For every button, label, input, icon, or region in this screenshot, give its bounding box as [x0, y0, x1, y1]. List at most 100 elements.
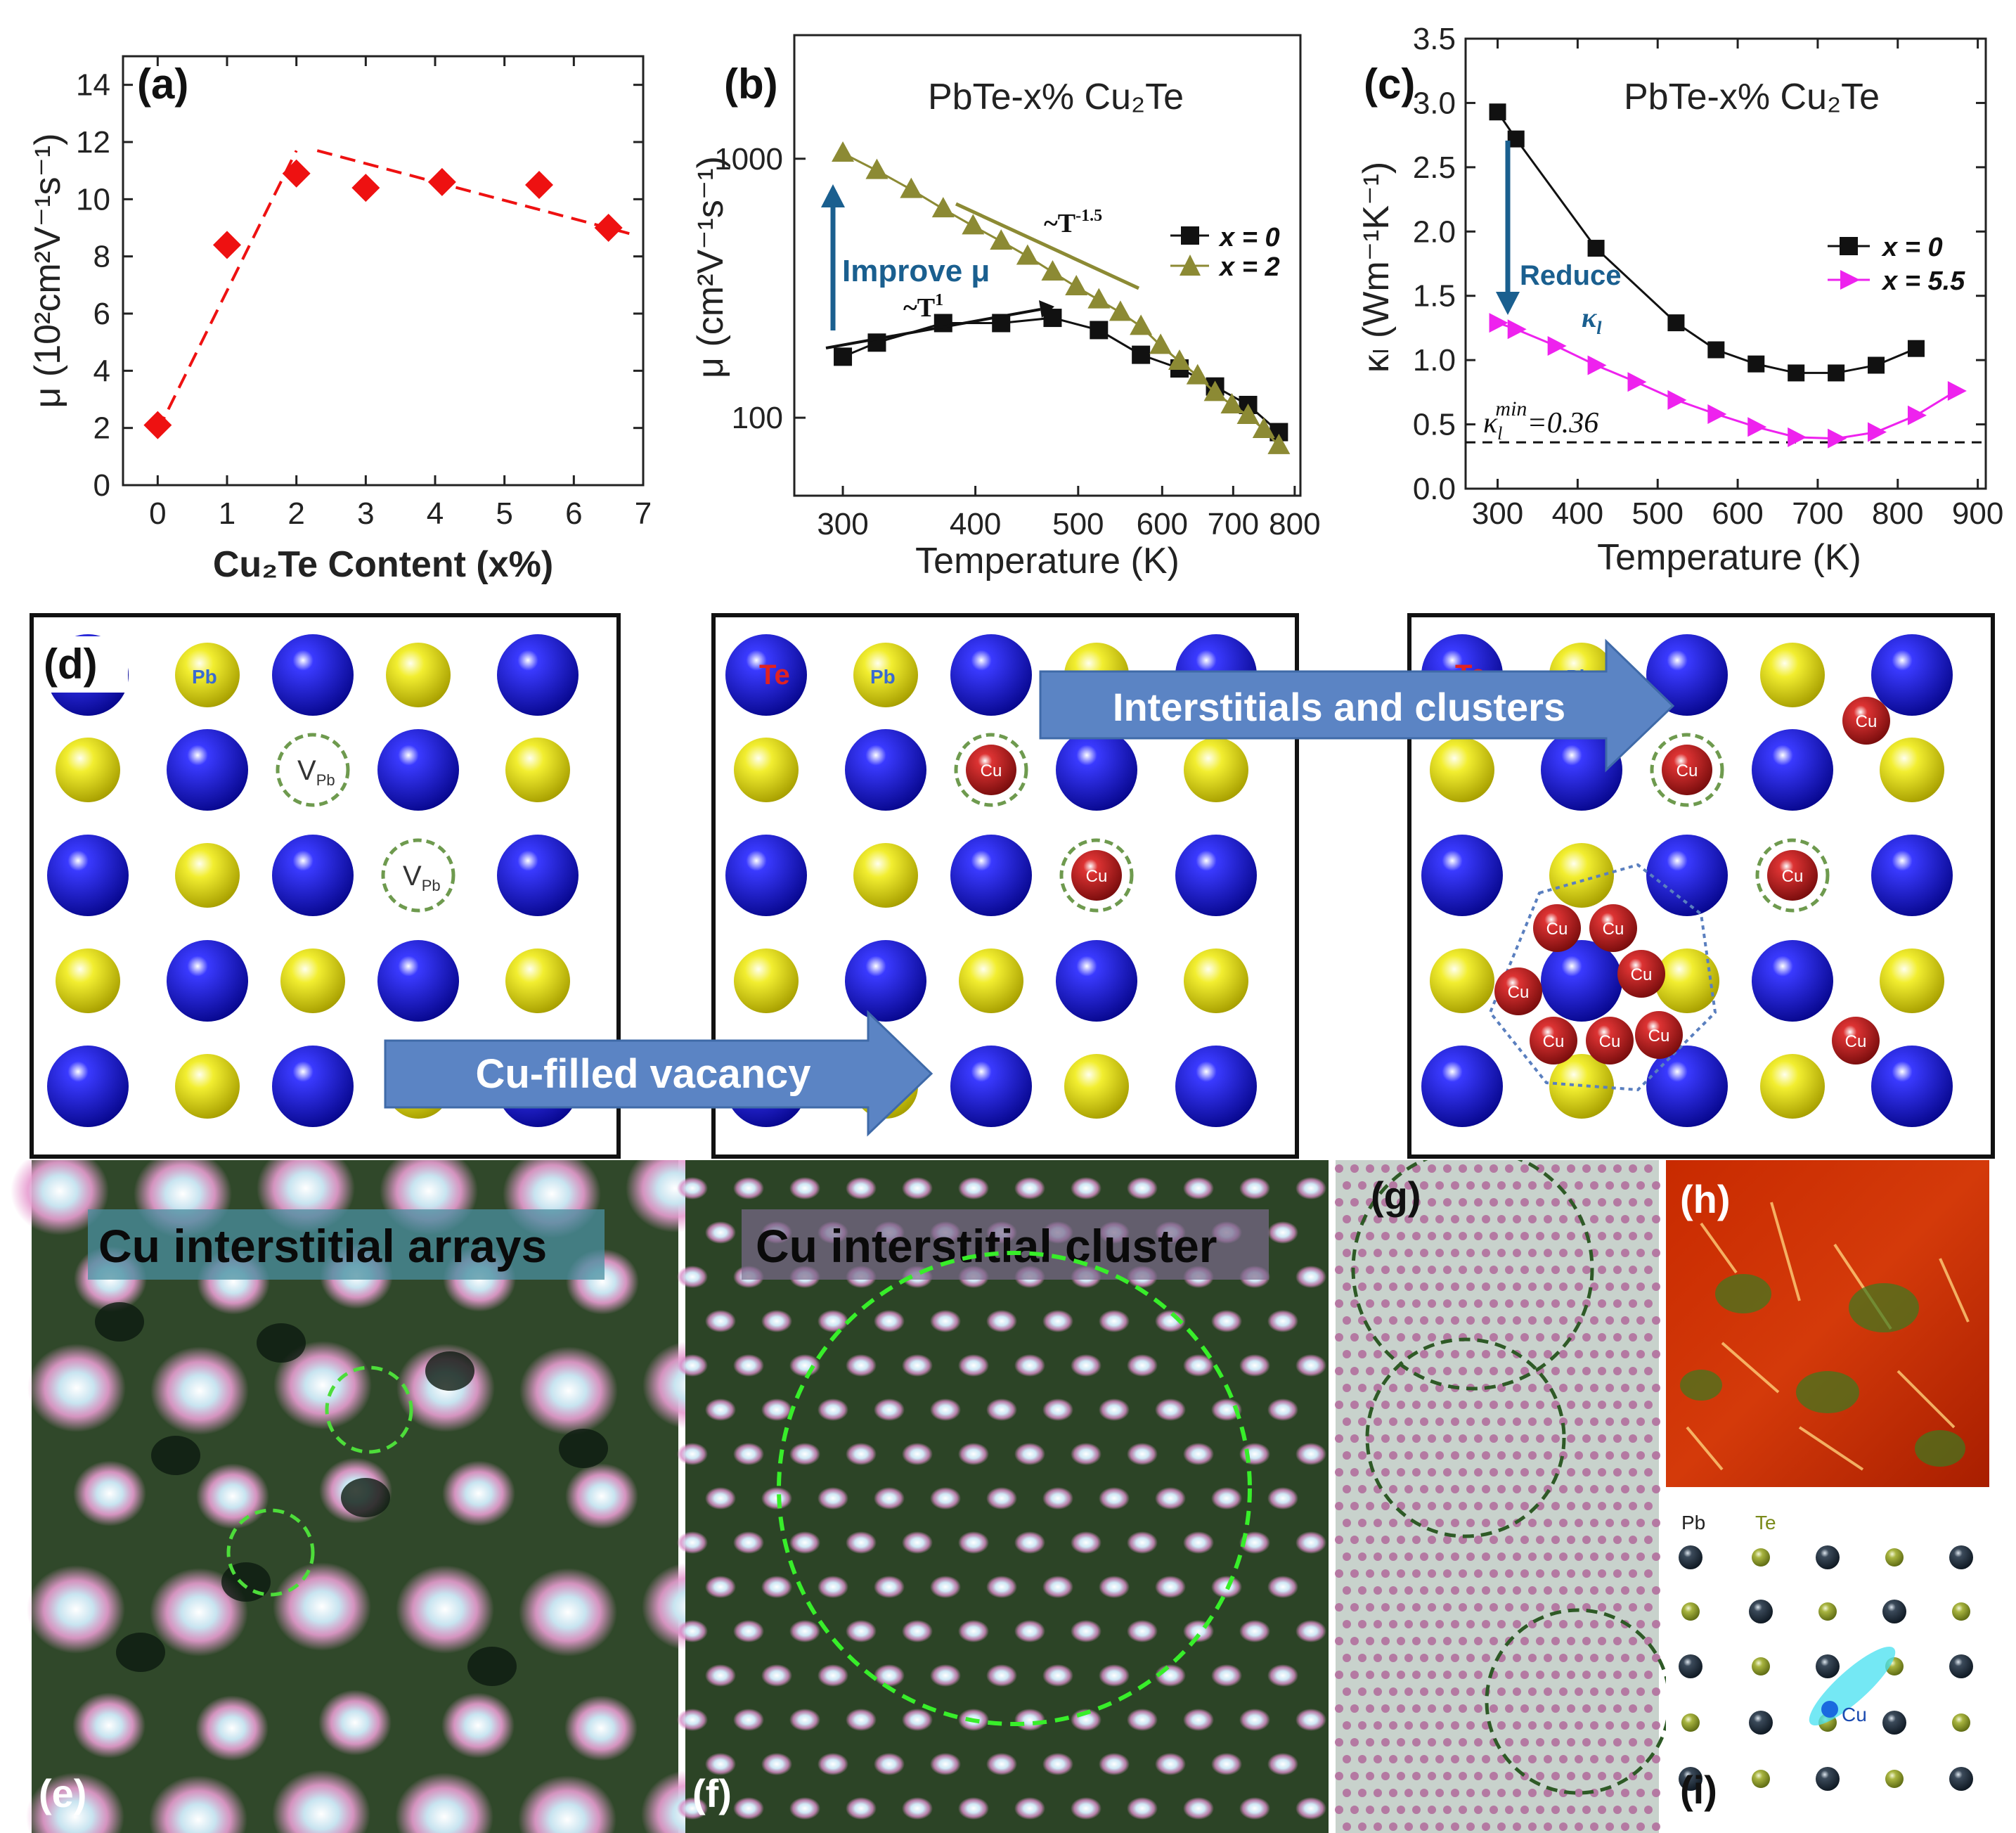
atom-column: [1536, 1164, 1544, 1173]
pb-atom: [505, 948, 570, 1013]
atom-column: [902, 1797, 933, 1820]
atom-column: [1644, 1164, 1653, 1173]
atom-column: [1466, 1687, 1475, 1696]
atom-column: [1644, 1502, 1653, 1510]
atom-column: [1528, 1654, 1537, 1662]
atom-column: [1613, 1232, 1622, 1240]
atom-column: [1528, 1789, 1537, 1797]
atom-column: [1598, 1502, 1606, 1510]
pb-atom: [386, 643, 451, 707]
atom-column: [677, 1709, 708, 1731]
x-tick-label: 800: [1872, 496, 1923, 531]
y-tick-label: 12: [76, 125, 110, 160]
data-point: [1587, 355, 1607, 375]
atom-column: [1358, 1384, 1366, 1392]
atom-column: [1127, 1709, 1158, 1731]
atom-column: [1559, 1417, 1568, 1426]
atom-column: [705, 1753, 736, 1775]
atom-column: [1652, 1417, 1660, 1426]
atom-column: [1381, 1502, 1390, 1510]
x-axis-title: Temperature (K): [1597, 537, 1861, 578]
atom-column: [1544, 1586, 1552, 1595]
atom-column: [1420, 1181, 1428, 1190]
atom-column: [1490, 1198, 1498, 1207]
atom-column: [1652, 1687, 1660, 1696]
atom-column: [1295, 1709, 1326, 1731]
atom-column: [1412, 1569, 1421, 1578]
atom-column: [1239, 1620, 1270, 1642]
atom-column: [1551, 1637, 1560, 1645]
atom-column: [1358, 1249, 1366, 1257]
green-domain: [1796, 1371, 1859, 1413]
atom-column: [1598, 1198, 1606, 1207]
atom-column: [1490, 1502, 1498, 1510]
atom-column: [1497, 1620, 1506, 1628]
te-atom: [1871, 1046, 1953, 1127]
x-tick-label: 300: [1472, 496, 1523, 531]
atom-column: [1575, 1620, 1583, 1628]
atom-column: [1350, 1772, 1359, 1780]
atom-column: [1474, 1772, 1482, 1780]
atom-column: [1605, 1350, 1614, 1358]
atom-column: [1014, 1354, 1045, 1377]
atom-column: [1343, 1282, 1351, 1291]
atom-column: [1428, 1333, 1436, 1342]
atom-column: [1404, 1822, 1413, 1831]
data-point: [1149, 333, 1172, 354]
pb-atom: [1816, 1767, 1840, 1791]
pb-atom: [1679, 1545, 1702, 1569]
atom-column: [677, 1266, 708, 1288]
atom-column: [1335, 1502, 1343, 1510]
atom-column: [789, 1354, 820, 1377]
atom-column: [1381, 1164, 1390, 1173]
atom-column: [1528, 1282, 1537, 1291]
atom-column: [1381, 1232, 1390, 1240]
pb-atom: [1949, 1545, 1973, 1569]
atom-column: [1420, 1215, 1428, 1223]
atom-column: [1536, 1637, 1544, 1645]
site-ring: [1650, 733, 1724, 807]
atom-column: [1582, 1502, 1591, 1510]
atom-column: [1343, 1654, 1351, 1662]
atom-column: [1335, 1468, 1343, 1477]
atom-column: [1582, 1738, 1591, 1747]
atom-column: [1598, 1232, 1606, 1240]
atom-column: [1211, 1487, 1242, 1510]
cu-atom: [1589, 904, 1637, 952]
atom-column: [1621, 1789, 1629, 1797]
atom-column: [1621, 1384, 1629, 1392]
atom-column: [1544, 1249, 1552, 1257]
data-point: [1109, 300, 1132, 321]
atom-column: [1397, 1333, 1405, 1342]
atom-column: [1513, 1181, 1521, 1190]
atom-column: [1451, 1417, 1459, 1426]
plot-frame: [793, 34, 1302, 497]
atom-column: [1621, 1215, 1629, 1223]
atom-column: [1621, 1552, 1629, 1561]
data-point: [1220, 392, 1243, 413]
atom-column: [1412, 1772, 1421, 1780]
atom-column: [1343, 1350, 1351, 1358]
atom-column: [1335, 1806, 1343, 1814]
data-point: [1041, 259, 1064, 281]
atom-column: [1397, 1738, 1405, 1747]
atom-column: [1644, 1367, 1653, 1375]
te-atom: [950, 634, 1032, 716]
atom-column: [1366, 1502, 1374, 1510]
atom-column: [1474, 1266, 1482, 1274]
atom-column: [1544, 1620, 1552, 1628]
atom-column: [846, 1531, 877, 1554]
atom-column: [1443, 1468, 1452, 1477]
atom-column: [1513, 1687, 1521, 1696]
atom-column: [1435, 1451, 1444, 1460]
atom-column: [1520, 1299, 1529, 1308]
atom-column: [1513, 1417, 1521, 1426]
atom-column: [1435, 1822, 1444, 1831]
atom-column: [1366, 1637, 1374, 1645]
atom-column: [733, 1797, 764, 1820]
atom-column: [1636, 1654, 1645, 1662]
atom-column: [1559, 1586, 1568, 1595]
atom-column: [1358, 1181, 1366, 1190]
atom-column: [1559, 1654, 1568, 1662]
atom-column: [958, 1531, 989, 1554]
